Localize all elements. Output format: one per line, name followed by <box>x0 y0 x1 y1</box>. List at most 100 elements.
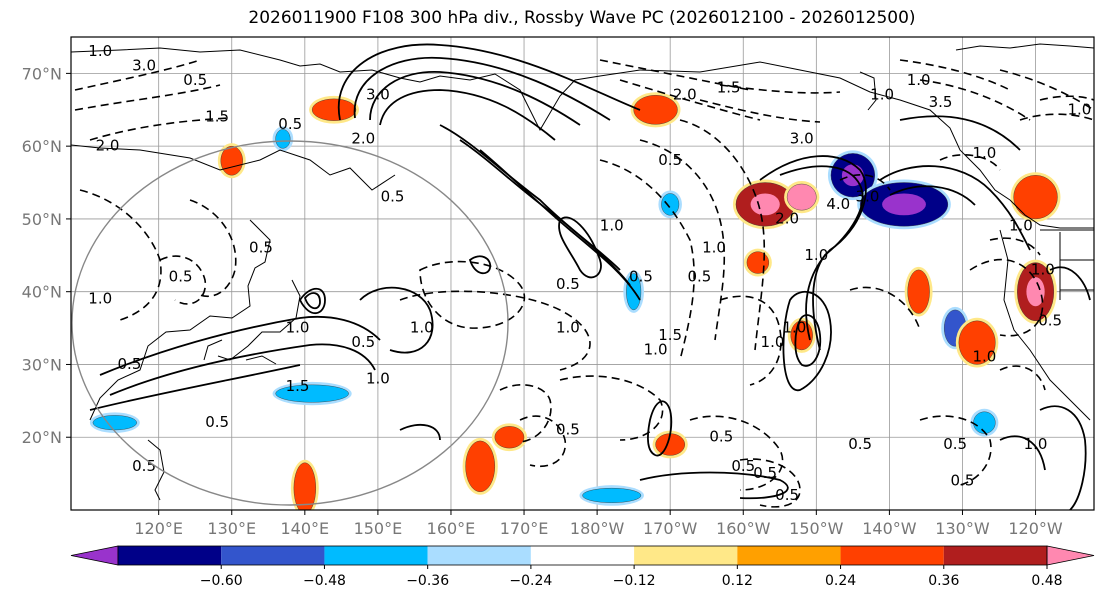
colorbar-ticks: −0.60 −0.48 −0.36 −0.24 −0.12 0.12 0.24 0.36 0.4… <box>200 565 1063 589</box>
contour-label: 1.0 <box>972 348 996 366</box>
lon-tick-label: 150°W <box>789 519 844 538</box>
contour-label: 2.0 <box>351 129 375 147</box>
contour-label: 0.5 <box>629 268 653 286</box>
contour-label: 3.5 <box>929 93 953 111</box>
contour-label: 1.0 <box>870 86 894 104</box>
shade-core <box>882 193 926 216</box>
contour-label: 0.5 <box>1038 311 1062 329</box>
chart-title: 2026011900 F108 300 hPa div., Rossby Wav… <box>248 8 916 28</box>
contour-label: 3.0 <box>856 188 880 206</box>
contour-label: 1.0 <box>1024 435 1048 453</box>
contour-label: 0.5 <box>556 420 580 438</box>
shade-cell <box>220 145 243 176</box>
shade-cell <box>275 129 291 149</box>
contour-label: 3.0 <box>366 86 390 104</box>
contour-label: 0.5 <box>848 435 872 453</box>
colorbar-tick-label: −0.12 <box>613 573 656 589</box>
lat-tick-label: 40°N <box>22 283 62 302</box>
colorbar-segment <box>943 546 1047 565</box>
colorbar-extend-low <box>70 545 119 566</box>
contours-solid <box>89 43 1091 510</box>
colorbar-tick-label: 0.12 <box>722 573 753 589</box>
colorbar-frame <box>117 545 1048 566</box>
contour-label: 0.5 <box>658 151 682 169</box>
contour-label: 0.5 <box>381 188 405 206</box>
contour-label: 3.0 <box>132 57 156 75</box>
lon-tick-label: 120°E <box>134 519 183 538</box>
contour-label: 0.5 <box>556 275 580 293</box>
lat-tick-label: 70°N <box>22 64 62 83</box>
lat-tick-label: 20°N <box>22 428 62 447</box>
contour-label: 1.0 <box>782 319 806 337</box>
contour-label: 1.5 <box>286 377 310 395</box>
latitude-ticks: 20°N 30°N 40°N 50°N 60°N 70°N <box>22 64 71 447</box>
shade-core <box>794 190 810 204</box>
contour-label: 0.5 <box>169 268 193 286</box>
contour-label: 0.5 <box>709 428 733 446</box>
lat-tick-label: 30°N <box>22 355 62 374</box>
contour-label: 0.5 <box>278 115 302 133</box>
contour-label: 2.0 <box>775 209 799 227</box>
lon-tick-label: 170°E <box>500 519 549 538</box>
colorbar-segment <box>427 546 531 565</box>
lat-tick-label: 50°N <box>22 210 62 229</box>
shade-cell <box>92 415 137 431</box>
shade-core <box>750 193 780 216</box>
colorbar-tick-label: −0.48 <box>303 573 346 589</box>
contour-label: 1.0 <box>804 246 828 264</box>
shade-core <box>1026 277 1045 307</box>
shade-cell <box>633 95 678 125</box>
shade-cell <box>582 487 642 503</box>
contour-label: 1.0 <box>1067 100 1091 118</box>
contour-label: 0.5 <box>249 239 273 257</box>
contour-label: 0.5 <box>183 71 207 89</box>
contour-label: 1.0 <box>88 289 112 307</box>
contour-label: 1.5 <box>658 326 682 344</box>
lon-tick-label: 130°E <box>207 519 256 538</box>
contour-label: 1.5 <box>205 108 229 126</box>
colorbar-tick-label: −0.36 <box>406 573 449 589</box>
colorbar-tick-label: 0.48 <box>1031 573 1062 589</box>
colorbar-segment <box>221 546 325 565</box>
lon-tick-label: 140°E <box>281 519 330 538</box>
contour-label: 0.5 <box>687 268 711 286</box>
map-frame <box>70 36 1095 511</box>
shade-cell <box>907 269 930 314</box>
contour-label: 3.0 <box>790 129 814 147</box>
contour-label: 0.5 <box>351 333 375 351</box>
shade-cell <box>973 411 996 434</box>
contour-label: 1.0 <box>702 239 726 257</box>
contour-label: 1.0 <box>1031 260 1055 278</box>
colorbar-segment <box>840 546 944 565</box>
colorbar-tick-label: −0.24 <box>509 573 552 589</box>
lon-tick-label: 180°W <box>570 519 625 538</box>
lon-tick-label: 160°W <box>716 519 771 538</box>
contour-label: 1.0 <box>907 71 931 89</box>
contour-label: 0.5 <box>205 413 229 431</box>
contour-label: 0.5 <box>132 457 156 475</box>
contour-label: 0.5 <box>951 471 975 489</box>
contour-label: 1.0 <box>761 333 785 351</box>
contour-label: 4.0 <box>826 195 850 213</box>
colorbar <box>70 545 1095 566</box>
colorbar-segment <box>634 546 738 565</box>
shade-cell <box>1013 175 1058 220</box>
contour-label: 0.5 <box>118 355 142 373</box>
colorbar-segment <box>118 546 222 565</box>
colorbar-tick-label: 0.24 <box>825 573 856 589</box>
contour-label: 1.0 <box>644 340 668 358</box>
contour-label: 1.0 <box>410 319 434 337</box>
colorbar-segment <box>530 546 635 565</box>
contour-label: 1.0 <box>556 319 580 337</box>
contour-label: 0.5 <box>775 486 799 504</box>
lon-tick-label: 140°W <box>862 519 917 538</box>
lon-tick-label: 150°E <box>354 519 403 538</box>
contour-label: 1.0 <box>366 370 390 388</box>
contour-labels: 1.03.00.51.52.03.02.00.50.50.50.51.01.00… <box>88 42 1091 504</box>
lat-tick-label: 60°N <box>22 137 62 156</box>
contour-label: 1.0 <box>1009 217 1033 235</box>
colorbar-segment <box>737 546 841 565</box>
contour-label: 2.0 <box>673 86 697 104</box>
contour-label: 0.5 <box>731 457 755 475</box>
